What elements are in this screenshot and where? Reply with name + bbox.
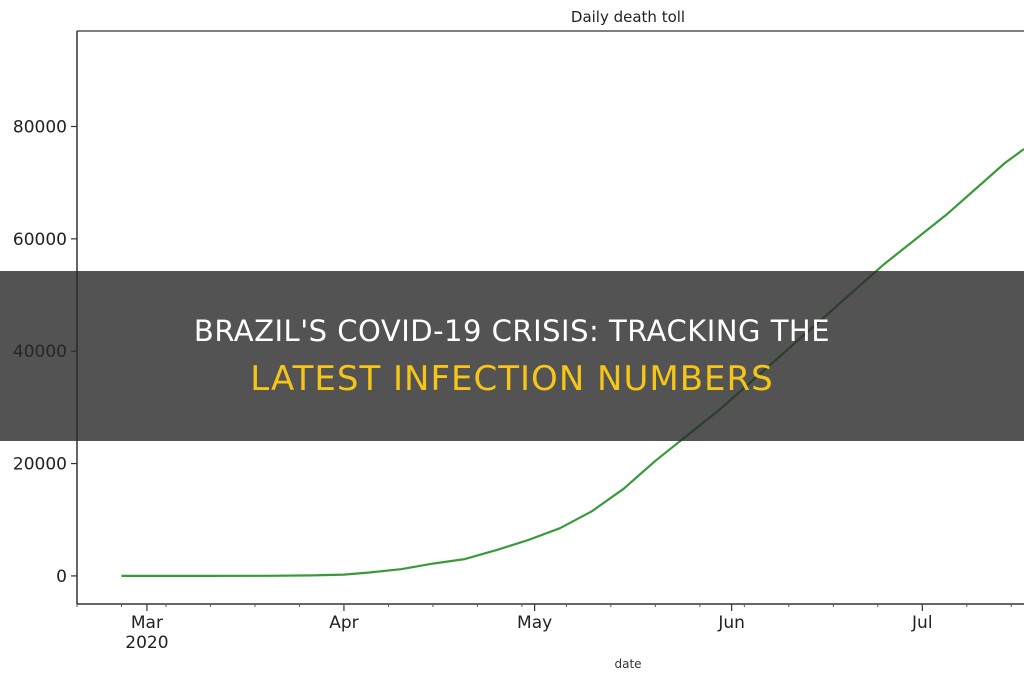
chart-title: Daily death toll: [571, 8, 685, 26]
x-axis-label: date: [614, 657, 641, 671]
y-tick-label: 80000: [13, 118, 67, 138]
y-tick-label: 0: [56, 567, 67, 587]
headline-line-2: LATEST INFECTION NUMBERS: [250, 359, 774, 399]
x-tick-label: Apr: [329, 613, 358, 633]
series-line-0: [121, 148, 1024, 578]
x-tick-label: May: [517, 613, 552, 633]
headline-banner: BRAZIL'S COVID-19 CRISIS: TRACKING THE L…: [0, 271, 1024, 441]
x-tick-label: Mar: [131, 613, 163, 633]
headline-line-1: BRAZIL'S COVID-19 CRISIS: TRACKING THE: [193, 314, 831, 348]
series-layer: [121, 148, 1024, 578]
x-tick-label: Jul: [911, 613, 933, 633]
x-tick-label: Jun: [717, 613, 745, 633]
x-tick-sublabel: 2020: [125, 633, 168, 653]
y-tick-label: 60000: [13, 230, 67, 250]
y-tick-label: 20000: [13, 455, 67, 475]
